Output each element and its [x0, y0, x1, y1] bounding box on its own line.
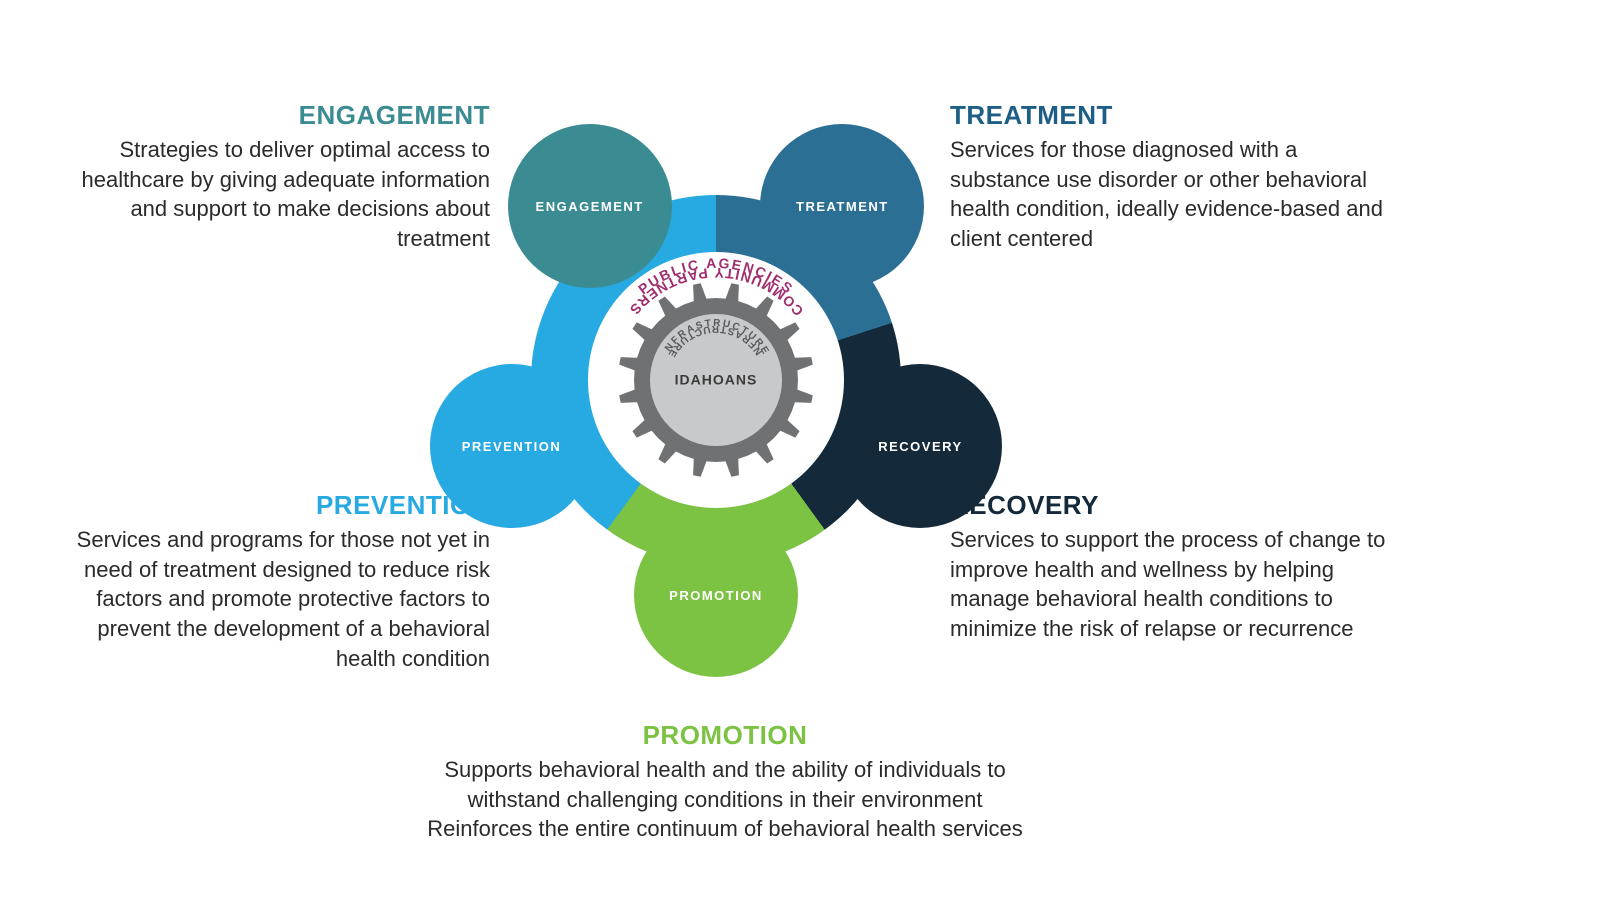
infrastructure-bottom-label: INFRASTRUCTURE: [0, 0, 765, 360]
hub-svg: PUBLIC AGENCIES COMMUNITY PARTNERS INFRA…: [0, 0, 1600, 900]
idahoans-label: IDAHOANS: [675, 372, 758, 388]
canvas: ENGAGEMENT Strategies to deliver optimal…: [0, 0, 1600, 900]
continuum-diagram: ENGAGEMENTTREATMENTRECOVERYPROMOTIONPREV…: [0, 0, 1600, 900]
infrastructure-top-label: INFRASTRUCTURE: [0, 0, 772, 358]
